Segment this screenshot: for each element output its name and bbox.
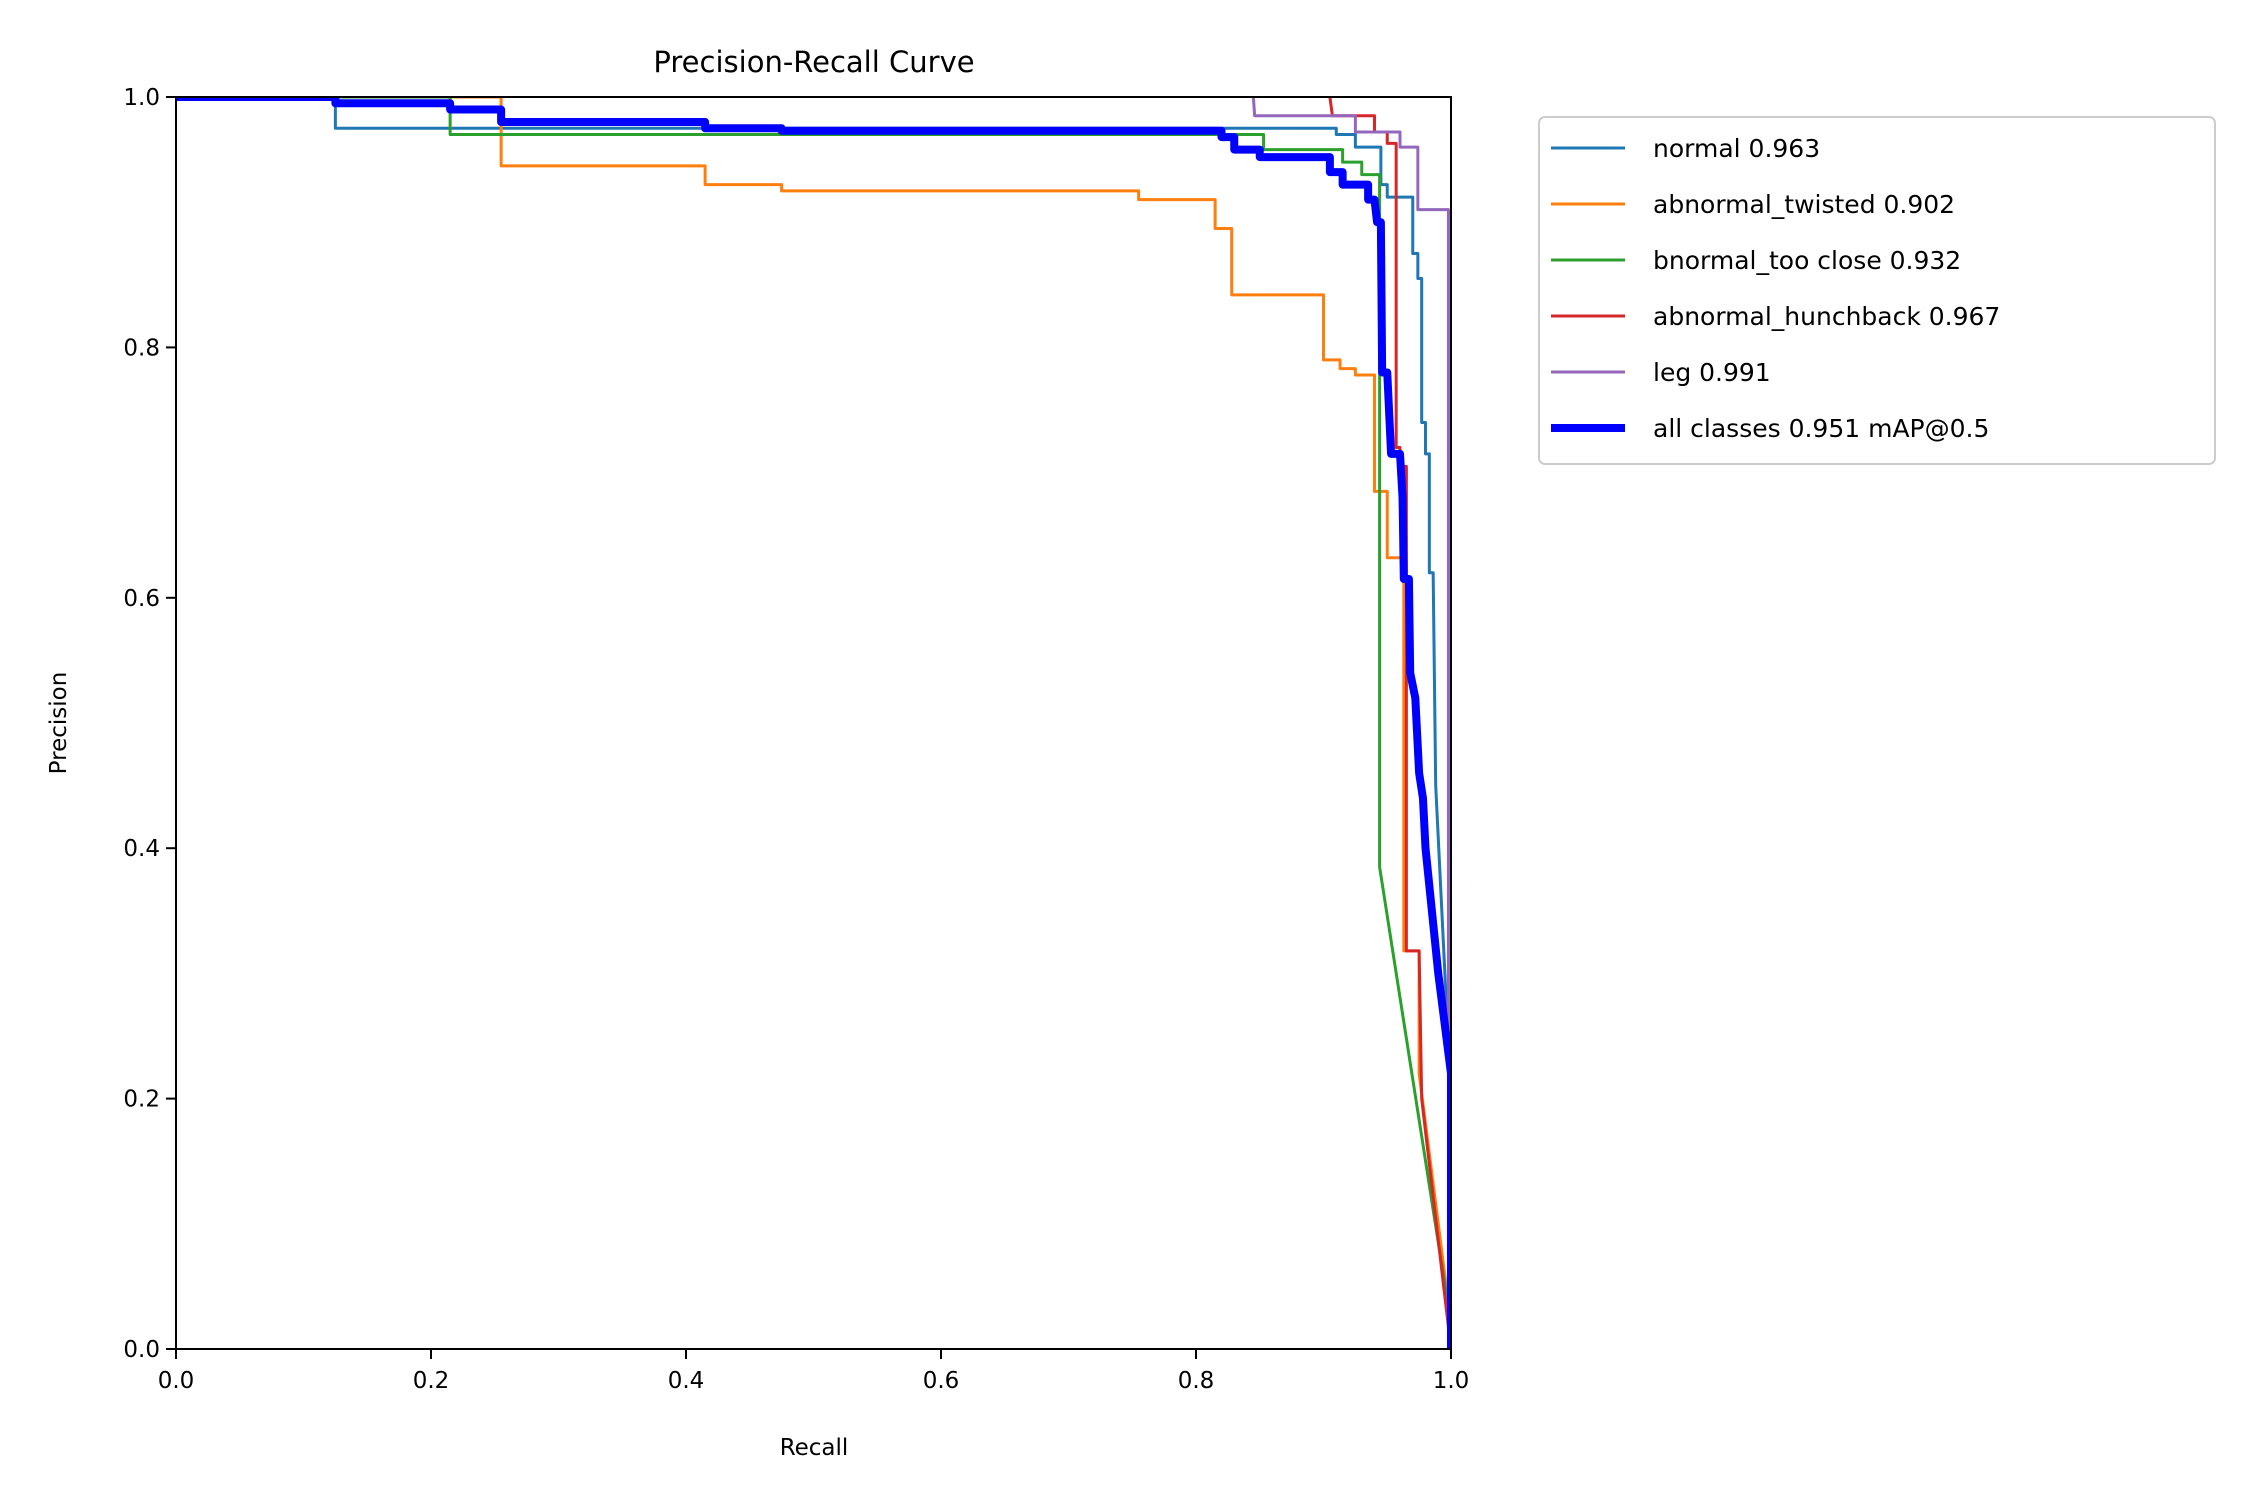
y-tick-label: 0.6 [123,586,160,612]
y-tick-label: 0.2 [123,1087,160,1113]
legend-entry: bnormal_too close 0.932 [1653,246,1961,275]
y-tick-label: 1.0 [123,85,160,111]
chart-title: Precision-Recall Curve [653,45,974,79]
x-tick-label: 0.0 [158,1368,195,1394]
series-line-2 [176,97,1451,1349]
y-tick-label: 0.4 [123,836,160,862]
x-tick-label: 0.8 [1178,1368,1215,1394]
legend-entry: abnormal_twisted 0.902 [1653,190,1955,219]
x-tick-label: 0.2 [413,1368,450,1394]
legend-entry: all classes 0.951 mAP@0.5 [1653,414,1989,443]
legend-box [1538,116,2216,465]
legend: normal 0.963 abnormal_twisted 0.902 bnorma… [1538,116,2216,465]
y-axis-label: Precision [46,672,72,775]
legend-entry: leg 0.991 [1653,358,1771,387]
series-line-0 [176,97,1451,1349]
x-tick-label: 1.0 [1433,1368,1470,1394]
series-line-5 [176,97,1451,1349]
x-tick-label: 0.6 [923,1368,960,1394]
x-tick-label: 0.4 [668,1368,705,1394]
x-axis-label: Recall [780,1435,849,1461]
y-tick-label: 0.8 [123,335,160,361]
y-tick-label: 0.0 [123,1337,160,1363]
legend-entry: abnormal_hunchback 0.967 [1653,302,2000,331]
legend-entry: normal 0.963 [1653,134,1820,163]
series-line-4 [1251,97,1450,1349]
plot-frame [175,96,1452,1350]
series-line-1 [176,97,1451,1349]
series-line-3 [1328,97,1451,1349]
